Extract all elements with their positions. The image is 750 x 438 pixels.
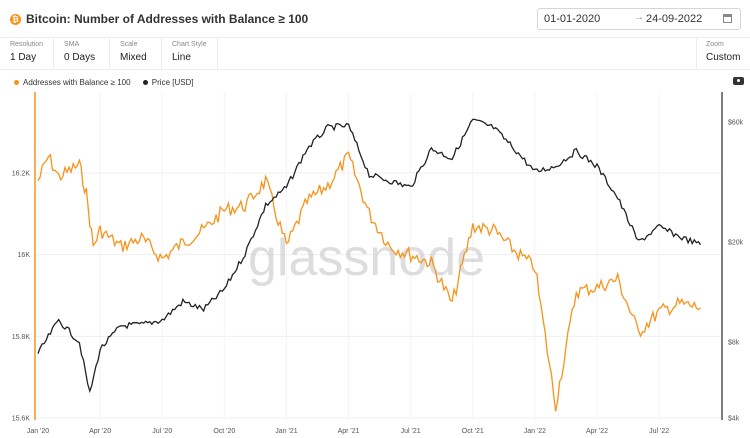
x-tick-label: Oct '20 — [213, 428, 235, 435]
bitcoin-icon: ₿ — [10, 14, 21, 25]
addresses-series-line — [37, 151, 701, 412]
arrow-right-icon: → — [634, 12, 644, 23]
date-from-input[interactable]: 01-01-2020 — [544, 13, 601, 25]
chart-controls: Resolution 1 Day SMA 0 Days Scale Mixed … — [0, 38, 750, 70]
x-tick-label: Jul '22 — [649, 428, 669, 435]
resolution-label: Resolution — [10, 41, 44, 48]
addresses-series-dot — [14, 80, 19, 86]
price-series-dot — [142, 80, 148, 86]
y-left-tick-label: 15.6K — [12, 416, 31, 423]
x-tick-label: Apr '22 — [586, 428, 608, 435]
sma-label: SMA — [64, 41, 80, 48]
y-right-tick-label: $8k — [728, 340, 740, 347]
price-series-line — [37, 118, 702, 394]
x-tick-label: Jan '21 — [275, 428, 297, 435]
x-tick-label: Apr '20 — [89, 428, 111, 435]
watermark-text: glassnode — [248, 229, 485, 287]
chart-style-label: Chart Style — [172, 41, 207, 48]
zoom-value: Custom — [706, 52, 741, 63]
resolution-value: 1 Day — [10, 52, 37, 63]
title-bar: ₿ Bitcoin: Number of Addresses with Bala… — [0, 0, 750, 38]
resolution-select[interactable]: Resolution 1 Day — [0, 38, 54, 69]
x-tick-label: Jan '22 — [524, 428, 546, 435]
x-tick-label: Jul '20 — [152, 428, 172, 435]
date-range-picker[interactable]: 01-01-2020 → 24-09-2022 — [537, 8, 741, 30]
sma-select[interactable]: SMA 0 Days — [54, 38, 110, 69]
chart-grid — [35, 92, 722, 420]
series-layer — [37, 118, 702, 412]
legend-item-addresses[interactable]: Addresses with Balance ≥ 100 — [14, 78, 131, 87]
x-tick-label: Oct '21 — [462, 428, 484, 435]
ticks-layer: Jan '20 Apr '20 Jul '20 Oct '20 Jan '21 Apr '… — [12, 120, 744, 436]
legend-label-addresses: Addresses with Balance ≥ 100 — [23, 78, 131, 87]
date-to-input[interactable]: 24-09-2022 — [646, 13, 703, 25]
y-right-tick-label: $4k — [728, 416, 740, 423]
y-left-tick-label: 15.8K — [12, 334, 31, 341]
y-right-tick-label: $20k — [728, 240, 744, 247]
calendar-icon[interactable] — [723, 14, 732, 23]
page-title: Bitcoin: Number of Addresses with Balanc… — [26, 12, 309, 26]
x-tick-label: Jul '21 — [401, 428, 421, 435]
chart-style-value: Line — [172, 52, 191, 63]
chart-legend: Addresses with Balance ≥ 100 Price [USD] — [14, 78, 204, 87]
scale-label: Scale — [120, 41, 138, 48]
scale-select[interactable]: Scale Mixed — [110, 38, 162, 69]
y-left-tick-label: 16K — [18, 252, 31, 259]
zoom-label: Zoom — [706, 41, 724, 48]
x-tick-label: Apr '21 — [338, 428, 360, 435]
legend-item-price[interactable]: Price [USD] — [142, 78, 194, 87]
y-left-tick-label: 16.2K — [12, 171, 31, 178]
legend-label-price: Price [USD] — [151, 78, 194, 87]
y-right-tick-label: $60k — [728, 120, 744, 127]
zoom-select[interactable]: Zoom Custom — [696, 38, 750, 69]
camera-icon[interactable] — [733, 77, 744, 85]
sma-value: 0 Days — [64, 52, 96, 63]
scale-value: Mixed — [120, 52, 147, 63]
x-tick-label: Jan '20 — [27, 428, 49, 435]
chart-style-select[interactable]: Chart Style Line — [162, 38, 218, 69]
